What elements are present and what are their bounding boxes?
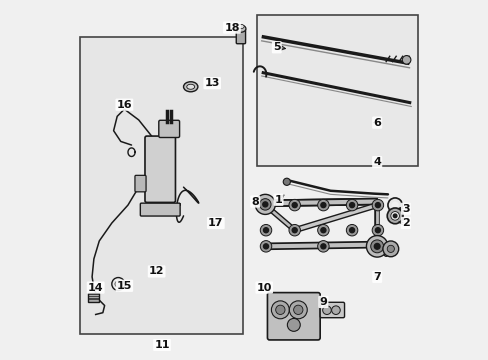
Circle shape [255, 194, 275, 215]
Circle shape [371, 199, 383, 211]
Circle shape [346, 199, 357, 211]
Circle shape [289, 301, 306, 319]
Circle shape [263, 203, 268, 208]
Text: 7: 7 [372, 272, 380, 282]
Text: 5: 5 [272, 42, 280, 52]
Text: 13: 13 [204, 78, 220, 88]
FancyBboxPatch shape [267, 293, 320, 340]
Circle shape [386, 245, 394, 252]
Circle shape [349, 228, 354, 233]
Circle shape [392, 214, 396, 218]
Circle shape [320, 244, 325, 249]
Text: 10: 10 [256, 283, 271, 293]
Circle shape [331, 306, 340, 315]
Circle shape [346, 225, 357, 236]
Text: 4: 4 [372, 157, 380, 167]
Ellipse shape [183, 82, 198, 92]
Circle shape [371, 225, 383, 236]
Ellipse shape [186, 84, 194, 89]
Circle shape [263, 244, 268, 249]
Circle shape [259, 199, 270, 210]
Circle shape [288, 225, 300, 236]
Text: 6: 6 [372, 118, 380, 128]
Bar [257, 15, 418, 166]
FancyBboxPatch shape [159, 120, 179, 138]
Circle shape [386, 208, 402, 224]
Circle shape [275, 305, 285, 315]
Circle shape [375, 244, 380, 249]
Circle shape [292, 203, 297, 208]
Circle shape [260, 199, 271, 211]
Circle shape [349, 203, 354, 208]
Circle shape [271, 301, 289, 319]
Circle shape [317, 240, 328, 252]
Circle shape [387, 198, 402, 212]
FancyBboxPatch shape [88, 293, 99, 302]
Text: 14: 14 [88, 283, 103, 293]
Text: 12: 12 [148, 266, 164, 276]
Bar [80, 37, 242, 334]
Circle shape [115, 281, 121, 287]
Circle shape [322, 306, 330, 315]
Circle shape [366, 235, 387, 257]
Text: 1: 1 [274, 195, 282, 205]
Circle shape [283, 178, 290, 185]
Text: 11: 11 [154, 340, 169, 350]
FancyBboxPatch shape [140, 203, 180, 216]
FancyBboxPatch shape [144, 136, 175, 202]
Circle shape [317, 199, 328, 211]
Circle shape [260, 225, 271, 236]
Circle shape [370, 240, 383, 253]
Circle shape [293, 305, 303, 315]
Circle shape [375, 203, 380, 208]
Text: 17: 17 [207, 218, 223, 228]
Text: 15: 15 [117, 281, 132, 291]
Text: 3: 3 [401, 204, 409, 214]
Circle shape [317, 225, 328, 236]
Text: 16: 16 [116, 100, 132, 110]
Circle shape [391, 202, 398, 209]
Circle shape [263, 228, 268, 233]
Circle shape [390, 212, 399, 220]
Circle shape [320, 228, 325, 233]
FancyBboxPatch shape [236, 29, 245, 44]
Circle shape [112, 278, 124, 291]
FancyBboxPatch shape [320, 302, 344, 318]
Text: 2: 2 [401, 218, 409, 228]
Circle shape [262, 202, 267, 207]
Circle shape [402, 55, 410, 64]
Circle shape [382, 241, 398, 257]
Circle shape [373, 243, 379, 249]
Text: 8: 8 [251, 197, 259, 207]
Circle shape [375, 228, 380, 233]
Text: 18: 18 [224, 23, 239, 33]
Circle shape [288, 199, 300, 211]
Circle shape [371, 240, 383, 252]
Circle shape [260, 240, 271, 252]
Ellipse shape [235, 25, 245, 32]
Circle shape [320, 203, 325, 208]
FancyBboxPatch shape [135, 175, 146, 192]
Circle shape [287, 319, 300, 331]
Text: 9: 9 [319, 297, 326, 307]
Circle shape [292, 228, 297, 233]
Ellipse shape [237, 24, 244, 29]
